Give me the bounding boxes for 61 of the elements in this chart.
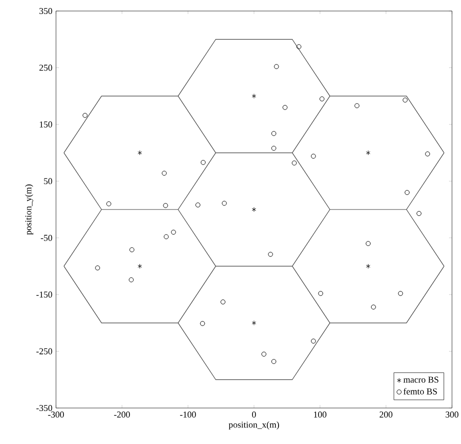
y-tick-label: -150: [36, 292, 52, 298]
point: [271, 146, 276, 151]
x-tick-label: -200: [114, 412, 130, 418]
y-tick-label: 150: [40, 121, 52, 128]
point: [162, 170, 167, 176]
point: [200, 160, 206, 165]
x-tick-label: -300: [48, 412, 64, 418]
x-tick-label: 0: [252, 412, 256, 418]
legend-label: femto BS: [404, 388, 437, 394]
y-tick-label: -50: [40, 234, 52, 241]
point: [296, 44, 302, 50]
point: [310, 338, 316, 344]
y-tick-label: -250: [36, 348, 52, 354]
point: [195, 202, 200, 208]
point: [282, 104, 288, 110]
point: [95, 265, 100, 270]
point: [128, 277, 134, 282]
point: [220, 299, 226, 304]
point: [200, 321, 205, 326]
point: [252, 320, 256, 326]
x-tick-label: 200: [380, 412, 392, 418]
point: [398, 290, 403, 296]
y-tick-label: 50: [44, 178, 52, 184]
y-tick-label: -350: [36, 404, 52, 412]
x-tick-label: -100: [180, 412, 196, 418]
x-tick-label: 100: [314, 412, 326, 418]
point: [252, 94, 256, 99]
point: [222, 200, 227, 206]
x-tick-label: 300: [446, 412, 458, 418]
point: [416, 211, 422, 216]
y-axis-title: position_y(m): [25, 184, 34, 235]
point: [138, 150, 142, 156]
point: [425, 151, 430, 156]
point: [171, 230, 176, 235]
point: [366, 150, 370, 156]
point: [271, 359, 276, 364]
point: [138, 264, 142, 269]
point: [292, 160, 297, 166]
point: [402, 98, 408, 102]
point: [268, 252, 273, 257]
point: [163, 203, 168, 208]
point: [82, 112, 88, 118]
point: [310, 154, 316, 159]
point: [366, 241, 371, 246]
legend-label: macro BS: [403, 376, 438, 383]
point: [261, 352, 266, 357]
y-tick-label: 250: [39, 64, 52, 71]
point: [274, 64, 279, 70]
y-tick-label: 350: [39, 8, 52, 14]
point: [404, 190, 410, 195]
point: [318, 290, 324, 296]
point: [252, 207, 256, 212]
point: [106, 201, 112, 206]
point: [320, 96, 324, 102]
point: [271, 131, 276, 136]
point: [164, 234, 169, 240]
x-axis-title: position_x(m): [228, 421, 280, 430]
point: [354, 103, 360, 108]
point: [129, 247, 134, 252]
point: [371, 304, 376, 310]
point: [366, 264, 370, 269]
